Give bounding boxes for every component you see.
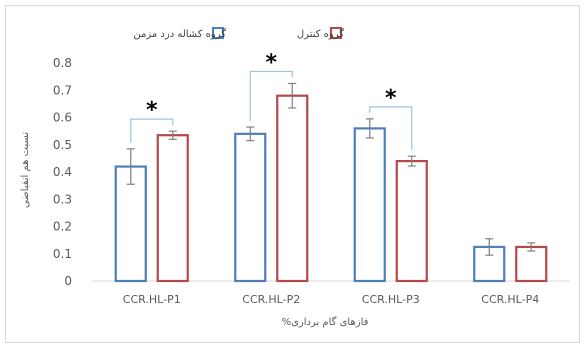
- x-tick-label: CCR.HL-P3: [362, 293, 420, 306]
- x-tick-label: CCR.HL-P4: [481, 293, 539, 306]
- significance-bracket: [130, 118, 174, 143]
- significance-mark: *: [385, 86, 397, 111]
- y-tick-label: 0.1: [53, 247, 72, 261]
- y-tick-label: 0.2: [53, 220, 72, 234]
- bar: [353, 127, 386, 283]
- legend-label-chronic-groin-pain: گروه کشاله درد مزمن: [133, 28, 226, 40]
- y-tick-label: 0.8: [53, 56, 72, 70]
- legend-swatch-control: [330, 27, 342, 39]
- significance-mark: *: [146, 98, 158, 123]
- bar: [114, 165, 147, 283]
- legend-label-control: گروه کنترل: [297, 28, 344, 40]
- bar: [156, 134, 189, 283]
- y-tick-label: 0.6: [53, 111, 72, 125]
- bar: [515, 245, 548, 283]
- y-tick-label: 0: [64, 274, 72, 288]
- x-tick-label: CCR.HL-P1: [123, 293, 181, 306]
- significance-mark: *: [265, 50, 277, 75]
- y-tick-label: 0.4: [53, 165, 72, 179]
- significance-bracket: [249, 70, 293, 122]
- bar: [473, 245, 506, 283]
- plot-area: 0 0.1 0.2 0.3 0.4 0.5 0.6 0.7 0.8 CCR.HL-P1 CCR.HL…: [53, 50, 570, 306]
- y-axis-title: نسبت هم انقباضی: [20, 132, 31, 208]
- significance-bracket: [369, 106, 413, 151]
- legend: گروه کشاله درد مزمن گروه کنترل: [133, 27, 344, 40]
- bar: [276, 94, 309, 283]
- bar: [234, 132, 267, 283]
- legend-swatch-chronic-groin-pain: [212, 27, 224, 39]
- y-tick-label: 0.7: [53, 83, 72, 97]
- x-axis-title: فازهای گام برداری%: [282, 316, 369, 328]
- y-tick-label: 0.5: [53, 138, 72, 152]
- x-tick-label: CCR.HL-P2: [242, 293, 300, 306]
- bar: [395, 160, 428, 283]
- y-tick-label: 0.3: [53, 192, 72, 206]
